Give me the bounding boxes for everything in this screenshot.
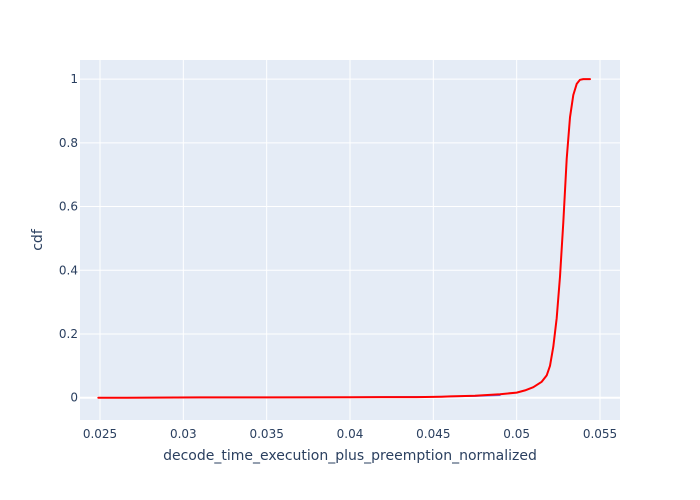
x-axis-ticks: 0.025 0.03 0.035 0.04 0.045 0.05 0.055 bbox=[83, 427, 617, 441]
y-axis-ticks: 0 0.2 0.4 0.6 0.8 1 bbox=[59, 72, 78, 405]
x-tick-label: 0.045 bbox=[416, 427, 450, 441]
x-tick-label: 0.04 bbox=[337, 427, 364, 441]
x-tick-label: 0.03 bbox=[170, 427, 197, 441]
series-line-2 bbox=[97, 78, 591, 399]
y-tick-label: 0.2 bbox=[59, 327, 78, 341]
x-tick-label: 0.05 bbox=[503, 427, 530, 441]
y-tick-label: 0.6 bbox=[59, 200, 78, 214]
x-axis-title: decode_time_execution_plus_preemption_no… bbox=[163, 448, 537, 464]
y-axis-title: cdf bbox=[30, 228, 46, 251]
y-tick-label: 0.4 bbox=[59, 263, 78, 277]
x-tick-label: 0.055 bbox=[583, 427, 617, 441]
series-group bbox=[97, 78, 591, 399]
y-tick-label: 0 bbox=[70, 391, 78, 405]
y-tick-label: 1 bbox=[70, 72, 78, 86]
x-tick-label: 0.035 bbox=[249, 427, 283, 441]
x-tick-label: 0.025 bbox=[83, 427, 117, 441]
y-tick-label: 0.8 bbox=[59, 136, 78, 150]
